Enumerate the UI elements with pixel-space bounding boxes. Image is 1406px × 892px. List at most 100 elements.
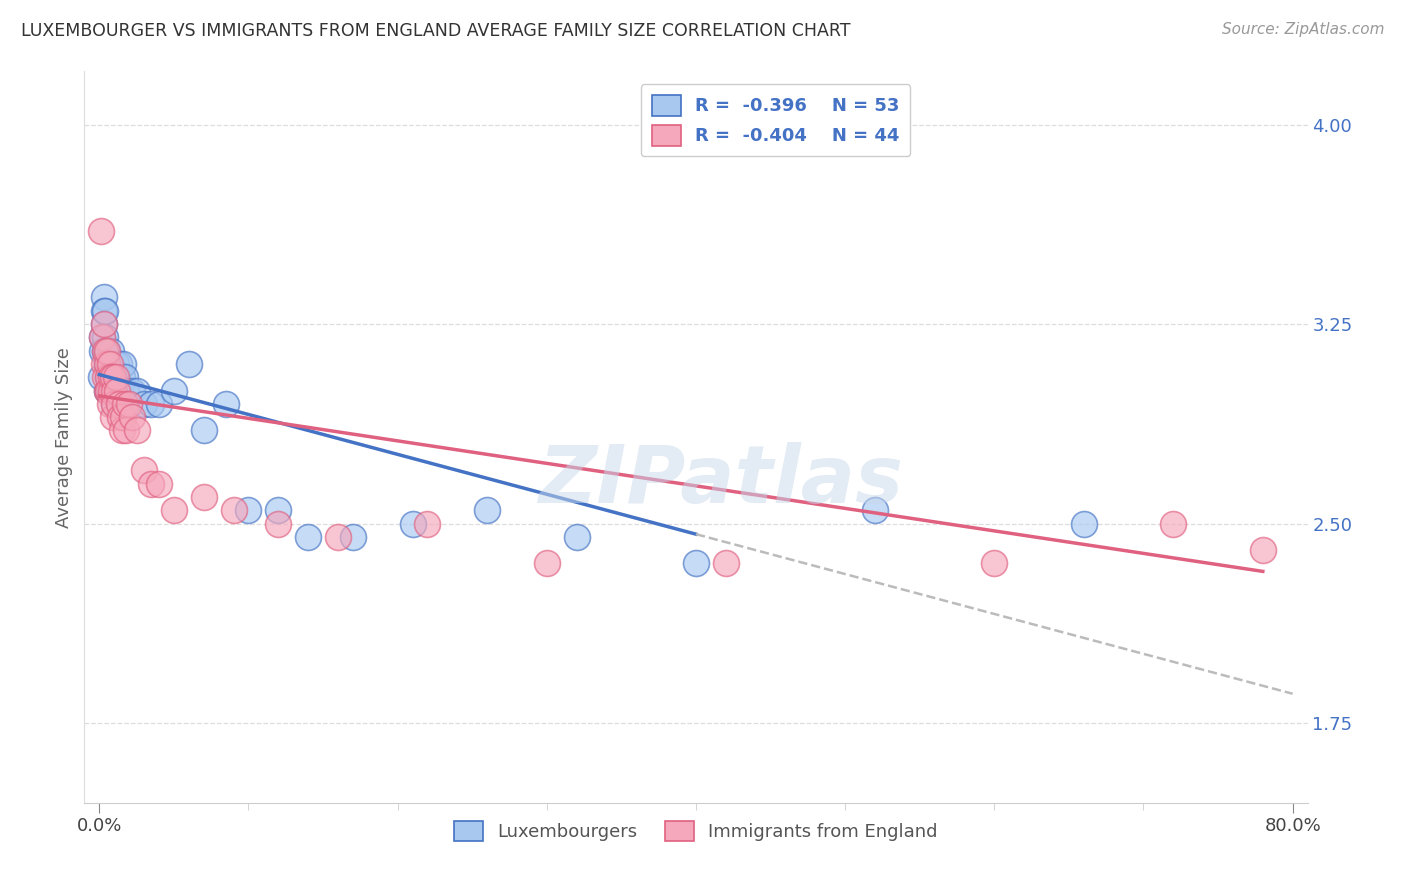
Point: [103, 384, 125, 398]
Point: [163, 503, 186, 517]
Point: [97, 384, 120, 398]
Point: [108, 384, 131, 398]
Point: [100, 384, 122, 398]
Point: [98, 357, 121, 371]
Point: [114, 397, 136, 411]
Text: LUXEMBOURGER VS IMMIGRANTS FROM ENGLAND AVERAGE FAMILY SIZE CORRELATION CHART: LUXEMBOURGER VS IMMIGRANTS FROM ENGLAND …: [21, 22, 851, 40]
Point: [267, 516, 290, 531]
Point: [101, 384, 124, 398]
Point: [91, 330, 114, 344]
Point: [112, 357, 135, 371]
Point: [96, 343, 118, 358]
Point: [94, 370, 117, 384]
Point: [215, 397, 238, 411]
Point: [115, 384, 138, 398]
Text: ZIPatlas: ZIPatlas: [538, 442, 903, 520]
Point: [97, 370, 120, 384]
Point: [193, 490, 215, 504]
Point: [222, 503, 245, 517]
Point: [326, 530, 349, 544]
Point: [97, 384, 120, 398]
Y-axis label: Average Family Size: Average Family Size: [55, 347, 73, 527]
Point: [125, 384, 148, 398]
Point: [107, 397, 129, 411]
Point: [101, 370, 124, 384]
Point: [96, 343, 118, 358]
Point: [714, 557, 737, 571]
Point: [105, 370, 128, 384]
Point: [238, 503, 260, 517]
Point: [100, 343, 122, 358]
Point: [112, 410, 135, 425]
Point: [98, 384, 121, 398]
Point: [416, 516, 439, 531]
Point: [685, 557, 707, 571]
Point: [141, 476, 163, 491]
Point: [100, 370, 122, 384]
Point: [1251, 543, 1274, 558]
Point: [536, 557, 558, 571]
Point: [863, 503, 886, 517]
Point: [94, 330, 117, 344]
Point: [1163, 516, 1185, 531]
Point: [98, 397, 121, 411]
Point: [148, 397, 170, 411]
Point: [93, 303, 115, 318]
Point: [94, 303, 117, 318]
Point: [91, 330, 114, 344]
Point: [132, 463, 155, 477]
Point: [121, 384, 143, 398]
Point: [105, 384, 128, 398]
Point: [93, 357, 115, 371]
Point: [983, 557, 1005, 571]
Point: [103, 397, 125, 411]
Point: [297, 530, 319, 544]
Point: [97, 357, 120, 371]
Point: [93, 317, 115, 331]
Point: [104, 370, 127, 384]
Point: [107, 357, 129, 371]
Text: Source: ZipAtlas.com: Source: ZipAtlas.com: [1222, 22, 1385, 37]
Point: [111, 370, 134, 384]
Point: [101, 410, 124, 425]
Point: [104, 384, 127, 398]
Point: [96, 357, 118, 371]
Point: [163, 384, 186, 398]
Point: [118, 397, 141, 411]
Point: [98, 370, 121, 384]
Point: [90, 370, 112, 384]
Point: [94, 343, 117, 358]
Point: [125, 424, 148, 438]
Point: [103, 397, 125, 411]
Point: [96, 357, 118, 371]
Point: [100, 370, 122, 384]
Point: [96, 384, 118, 398]
Point: [148, 476, 170, 491]
Point: [115, 424, 138, 438]
Point: [93, 317, 115, 331]
Point: [90, 224, 112, 238]
Point: [475, 503, 498, 517]
Point: [118, 397, 141, 411]
Point: [141, 397, 163, 411]
Point: [342, 530, 364, 544]
Point: [132, 397, 155, 411]
Point: [101, 370, 124, 384]
Point: [193, 424, 215, 438]
Point: [104, 357, 127, 371]
Point: [93, 290, 115, 304]
Point: [100, 357, 122, 371]
Point: [111, 424, 134, 438]
Point: [114, 370, 136, 384]
Point: [96, 384, 118, 398]
Point: [94, 343, 117, 358]
Point: [108, 410, 131, 425]
Point: [177, 357, 200, 371]
Point: [121, 410, 143, 425]
Point: [1073, 516, 1095, 531]
Point: [97, 370, 120, 384]
Legend: Luxembourgers, Immigrants from England: Luxembourgers, Immigrants from England: [447, 814, 945, 848]
Point: [565, 530, 588, 544]
Point: [401, 516, 423, 531]
Point: [91, 343, 114, 358]
